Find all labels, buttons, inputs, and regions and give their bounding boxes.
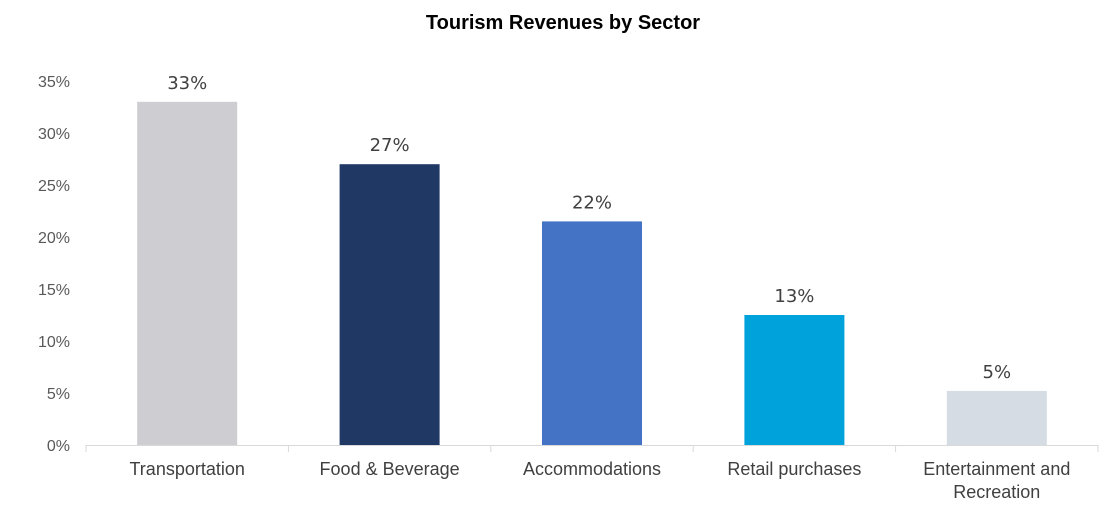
y-tick-label: 30% [38, 126, 70, 143]
x-tick-label: Entertainment and Recreation [923, 459, 1070, 502]
y-tick-label: 35% [38, 74, 70, 91]
x-tick-label: Retail purchases [727, 459, 861, 479]
x-tick-label-line: Entertainment and [923, 459, 1070, 479]
x-tick-label-line: Recreation [953, 482, 1040, 502]
data-label: 22% [572, 192, 612, 213]
data-label: 5% [983, 362, 1012, 383]
x-tick-label-line: Food & Beverage [320, 459, 460, 479]
x-tick-label-line: Transportation [129, 459, 244, 479]
x-tick-label: Accommodations [523, 459, 661, 479]
bar [946, 390, 1047, 445]
bar [339, 164, 440, 445]
data-label: 33% [167, 73, 207, 94]
y-axis: 0% 5% 10% 15% 20% 25% 30% 35% [38, 74, 70, 455]
y-tick-label: 25% [38, 178, 70, 195]
x-axis: Transportation Food & Beverage Accommodati… [85, 445, 1099, 502]
x-tick-label: Food & Beverage [320, 459, 460, 479]
bar [137, 101, 238, 446]
y-tick-label: 5% [47, 386, 70, 403]
data-label: 13% [774, 286, 814, 307]
y-tick-label: 15% [38, 282, 70, 299]
data-labels-group: 33% 27% 22% 13% 5% [167, 73, 1011, 383]
bar [542, 221, 642, 445]
x-tick-label: Transportation [129, 459, 244, 479]
y-tick-label: 20% [38, 230, 70, 247]
bars-group [137, 101, 1047, 446]
data-label: 27% [370, 135, 410, 156]
chart-title: Tourism Revenues by Sector [426, 12, 700, 34]
y-tick-label: 10% [38, 334, 70, 351]
x-tick-label-line: Retail purchases [727, 459, 861, 479]
bar [744, 315, 845, 445]
x-tick-label-line: Accommodations [523, 459, 661, 479]
y-tick-label: 0% [47, 438, 70, 455]
